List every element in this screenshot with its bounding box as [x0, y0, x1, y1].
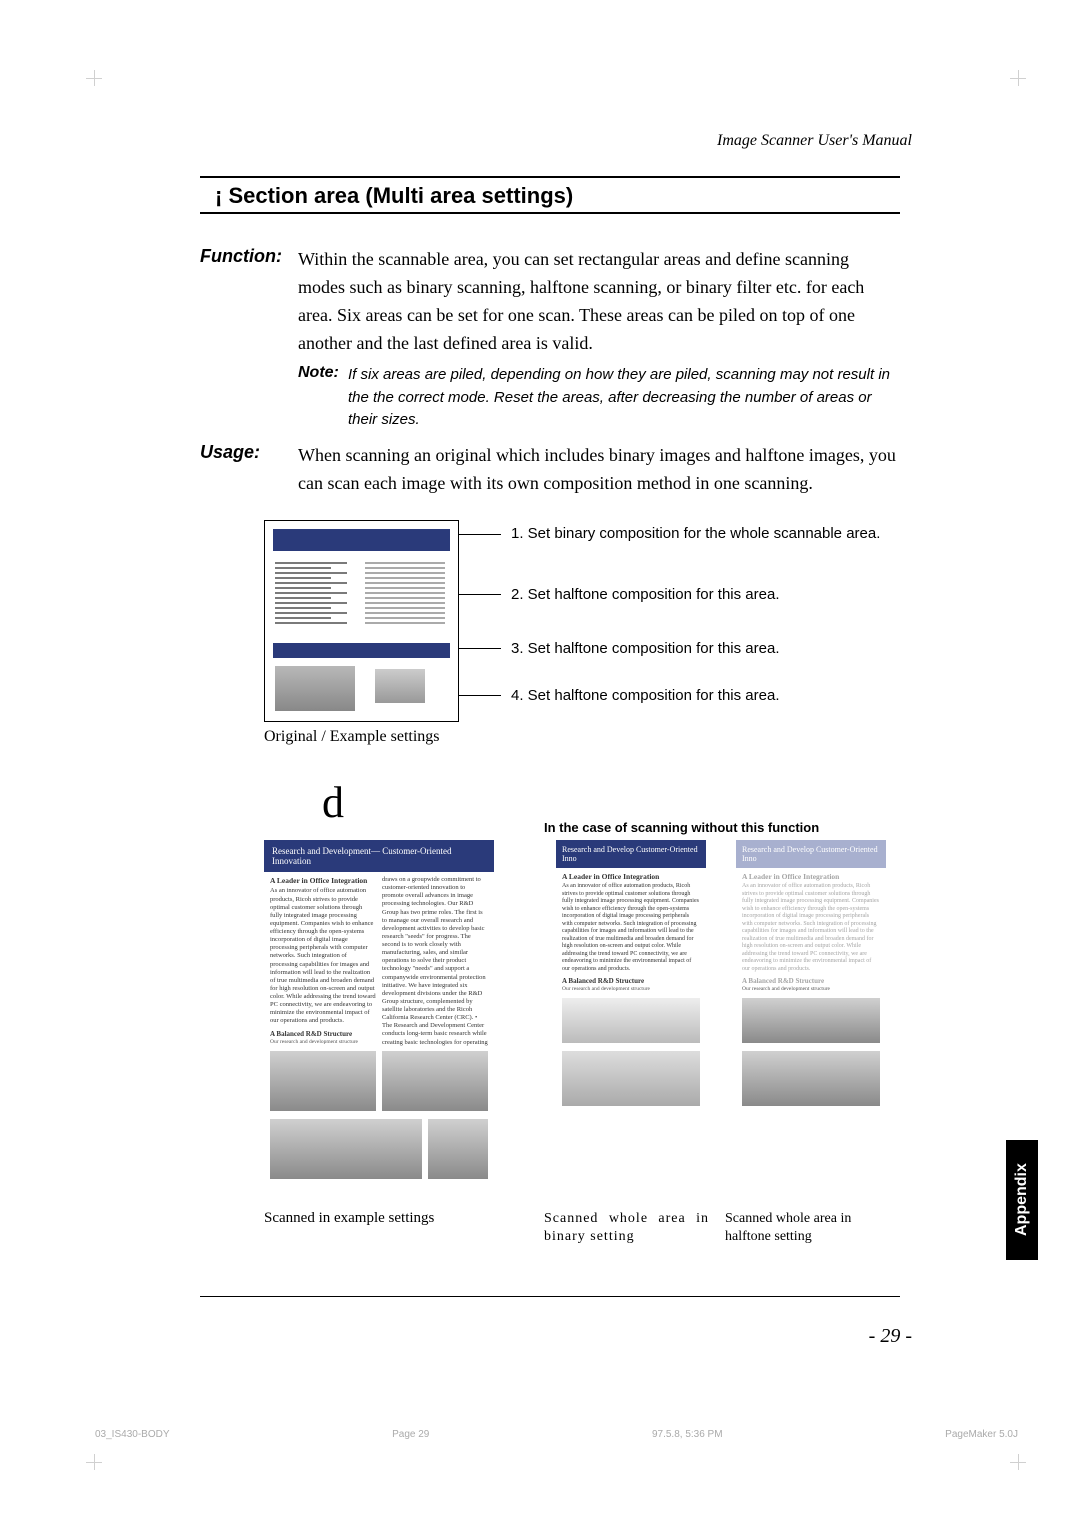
footer-date: 97.5.8, 5:36 PM	[652, 1429, 723, 1451]
panel-subhead: A Balanced R&D Structure	[270, 1030, 376, 1039]
panel-col: A Leader in Office Integration As an inn…	[742, 872, 880, 994]
function-block: Function: Within the scannable area, you…	[200, 246, 900, 358]
panel-halftone: Research and Develop Customer-Oriented I…	[736, 840, 886, 1110]
panel-text: As an innovator of office automation pro…	[742, 883, 879, 972]
callout-4: 4. Set halftone composition for this are…	[511, 687, 779, 704]
thumb-photo	[375, 669, 425, 703]
footer: 03_IS430-BODY Page 29 97.5.8, 5:36 PM Pa…	[95, 1429, 1018, 1451]
footer-page: Page 29	[392, 1429, 429, 1451]
panel-text: Our research and development structure	[742, 986, 830, 992]
thumb-photo	[275, 666, 355, 711]
crop-mark	[1010, 70, 1026, 86]
glyph-d: d	[322, 777, 344, 828]
running-header: Image Scanner User's Manual	[717, 132, 912, 150]
thumb-title-bar	[273, 529, 450, 551]
caption-halftone: Scanned whole area in halftone setting	[725, 1210, 890, 1245]
caption-example: Scanned in example settings	[264, 1210, 434, 1227]
panel-text: Our research and development structure	[562, 986, 650, 992]
leader-line	[459, 594, 501, 595]
panel-col: A Leader in Office Integration As an inn…	[562, 872, 700, 994]
usage-label: Usage:	[200, 442, 282, 498]
thumb-strip	[273, 643, 450, 658]
panel-photo	[382, 1051, 488, 1111]
panel-text: As an innovator of office automation pro…	[270, 887, 376, 1024]
panel-title: Research and Development— Customer-Orien…	[264, 840, 494, 872]
thumb-text-col	[275, 559, 355, 627]
leader-line	[459, 534, 501, 535]
panel-subhead: A Balanced R&D Structure	[562, 977, 700, 986]
example-diagram: 1. Set binary composition for the whole …	[264, 520, 900, 755]
panel-photo	[742, 998, 880, 1043]
panel-photo	[270, 1051, 376, 1111]
side-tab-appendix: Appendix	[1006, 1140, 1038, 1260]
thumb-text-col	[365, 559, 445, 627]
usage-block: Usage: When scanning an original which i…	[200, 442, 900, 498]
note-text: If six areas are piled, depending on how…	[348, 364, 900, 432]
note-block: Note: If six areas are piled, depending …	[298, 364, 900, 432]
crop-mark	[1010, 1454, 1026, 1470]
panel-photo	[270, 1119, 422, 1179]
panel-col: A Leader in Office Integration As an inn…	[270, 876, 376, 1047]
panel-photo	[562, 998, 700, 1043]
section-title: ¡ Section area (Multi area settings)	[215, 183, 573, 209]
panel-col: draws on a groupwide commitment to custo…	[382, 876, 488, 1047]
panel-text: draws on a groupwide commitment to custo…	[382, 876, 488, 1046]
panel-binary: Research and Develop Customer-Oriented I…	[556, 840, 706, 1110]
panel-text: Our research and development structure	[270, 1039, 358, 1045]
rule	[200, 212, 900, 214]
panel-example-scan: Research and Development— Customer-Orien…	[264, 840, 494, 1183]
crop-mark	[86, 1454, 102, 1470]
panel-title: Research and Develop Customer-Oriented I…	[736, 840, 886, 868]
callout-1: 1. Set binary composition for the whole …	[511, 525, 891, 542]
example-caption: Original / Example settings	[264, 728, 440, 746]
leader-line	[459, 648, 501, 649]
panel-text: As an innovator of office automation pro…	[562, 883, 699, 972]
panel-photo	[742, 1051, 880, 1106]
panel-title: Research and Develop Customer-Oriented I…	[556, 840, 706, 868]
callout-3: 3. Set halftone composition for this are…	[511, 640, 779, 657]
rule	[200, 1296, 900, 1297]
crop-mark	[86, 70, 102, 86]
function-label: Function:	[200, 246, 282, 358]
without-function-heading: In the case of scanning without this fun…	[544, 820, 819, 835]
page: Image Scanner User's Manual ¡ Section ar…	[0, 0, 1080, 1528]
callout-2: 2. Set halftone composition for this are…	[511, 586, 779, 603]
page-number: - 29 -	[869, 1325, 912, 1348]
panel-photo	[562, 1051, 700, 1106]
function-text: Within the scannable area, you can set r…	[298, 246, 900, 358]
leader-line	[459, 695, 501, 696]
panel-photo	[428, 1119, 488, 1179]
footer-doc: 03_IS430-BODY	[95, 1429, 170, 1451]
caption-binary: Scanned whole area in binary setting	[544, 1210, 709, 1245]
rule	[200, 176, 900, 178]
panel-subhead: A Balanced R&D Structure	[742, 977, 880, 986]
footer-app: PageMaker 5.0J	[945, 1429, 1018, 1451]
usage-text: When scanning an original which includes…	[298, 442, 900, 498]
example-page-thumb	[264, 520, 459, 722]
note-label: Note:	[298, 364, 342, 432]
